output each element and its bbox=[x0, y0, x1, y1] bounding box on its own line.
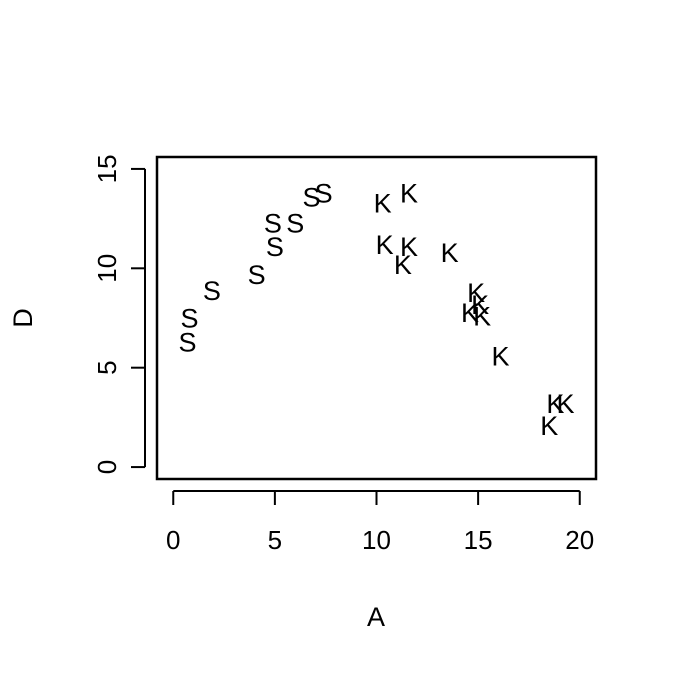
point-k: K bbox=[546, 389, 564, 419]
point-s: S bbox=[264, 208, 282, 238]
point-s: S bbox=[302, 182, 320, 212]
point-k: K bbox=[557, 389, 575, 419]
point-k: K bbox=[467, 278, 485, 308]
point-k: K bbox=[400, 232, 418, 262]
point-k: K bbox=[540, 411, 558, 441]
point-s: S bbox=[266, 232, 284, 262]
point-k: K bbox=[441, 238, 459, 268]
x-axis-label: A bbox=[367, 602, 385, 632]
x-tick-label: 10 bbox=[362, 525, 391, 555]
point-s: S bbox=[315, 178, 333, 208]
point-k: K bbox=[374, 188, 392, 218]
y-tick-label: 5 bbox=[92, 360, 122, 374]
point-k: K bbox=[491, 341, 509, 371]
point-k: K bbox=[473, 302, 491, 332]
x-tick-label: 20 bbox=[565, 525, 594, 555]
point-s: S bbox=[178, 328, 196, 358]
point-k: K bbox=[471, 290, 489, 320]
y-axis: 0 5 10 15 bbox=[92, 154, 146, 474]
point-s: S bbox=[203, 276, 221, 306]
point-k: K bbox=[394, 250, 412, 280]
plot-area-frame bbox=[155, 155, 598, 481]
point-s: S bbox=[286, 208, 304, 238]
x-tick-label: 0 bbox=[166, 525, 180, 555]
x-axis: 0 5 10 15 20 bbox=[166, 490, 594, 555]
x-tick-label: 5 bbox=[268, 525, 282, 555]
y-tick-label: 10 bbox=[92, 254, 122, 283]
point-s: S bbox=[248, 260, 266, 290]
point-k: K bbox=[376, 230, 394, 260]
point-k: K bbox=[400, 178, 418, 208]
point-k: K bbox=[461, 298, 479, 328]
y-tick-label: 15 bbox=[92, 154, 122, 183]
y-tick-label: 0 bbox=[92, 460, 122, 474]
point-s: S bbox=[181, 304, 199, 334]
x-tick-label: 15 bbox=[464, 525, 493, 555]
y-axis-label: D bbox=[8, 308, 38, 328]
